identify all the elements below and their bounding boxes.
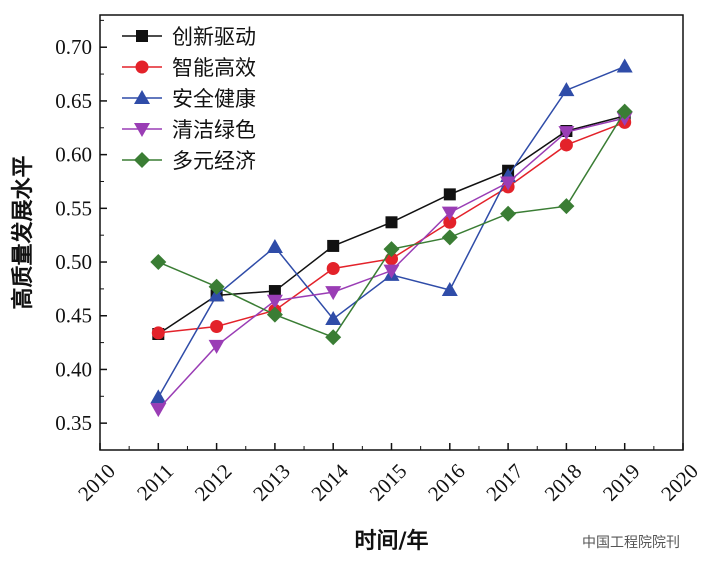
x-tick-label: 2018 <box>540 459 587 506</box>
data-point <box>443 188 456 201</box>
data-point <box>266 294 283 309</box>
x-tick-label: 2015 <box>365 459 412 506</box>
data-point <box>151 326 165 340</box>
data-point <box>210 319 224 333</box>
legend-marker <box>134 152 150 168</box>
legend-marker <box>134 123 150 137</box>
data-point <box>268 285 281 298</box>
data-point <box>150 389 167 404</box>
data-point <box>559 138 573 152</box>
x-tick-label: 2012 <box>190 459 237 506</box>
legend-label: 清洁绿色 <box>172 118 256 142</box>
data-point <box>150 403 167 418</box>
x-tick-label: 2013 <box>248 459 295 506</box>
y-axis-label: 高质量发展水平 <box>10 155 36 309</box>
legend-label: 创新驱动 <box>172 25 256 49</box>
legend-label: 安全健康 <box>172 87 256 111</box>
data-point <box>443 215 457 229</box>
x-tick-label: 2014 <box>306 459 353 506</box>
data-point <box>208 339 225 354</box>
data-point <box>385 216 398 229</box>
data-point <box>558 198 575 215</box>
data-point <box>325 329 342 346</box>
data-point <box>266 306 283 323</box>
series-line-2 <box>157 65 625 398</box>
x-tick-label: 2019 <box>598 459 645 506</box>
legend-marker <box>134 90 150 104</box>
data-point <box>500 176 517 191</box>
data-point <box>558 82 575 97</box>
y-tick-label: 0.70 <box>55 35 92 59</box>
data-point <box>383 264 400 279</box>
x-tick-label: 2020 <box>656 459 702 506</box>
data-point <box>558 126 575 141</box>
legend-label: 多元经济 <box>172 149 256 173</box>
x-tick-label: 2017 <box>481 459 528 506</box>
legend-label: 智能高效 <box>172 56 256 80</box>
data-point <box>325 310 342 325</box>
y-tick-label: 0.55 <box>55 196 92 220</box>
y-tick-label: 0.35 <box>55 411 92 435</box>
data-point <box>208 278 225 295</box>
y-tick-label: 0.50 <box>55 250 92 274</box>
y-tick-label: 0.65 <box>55 89 92 113</box>
data-point <box>383 241 400 258</box>
data-point <box>441 281 458 296</box>
data-point <box>325 286 342 301</box>
plot-frame <box>99 14 684 451</box>
data-point <box>616 103 633 120</box>
data-point <box>326 261 340 275</box>
x-axis-label: 时间/年 <box>354 528 428 554</box>
data-point <box>150 254 167 271</box>
legend-marker <box>135 60 149 74</box>
x-tick-label: 2011 <box>132 459 178 505</box>
data-point <box>266 239 283 253</box>
data-point <box>327 239 340 252</box>
data-point <box>441 229 458 246</box>
data-point <box>616 58 633 73</box>
legend-marker <box>136 30 148 42</box>
data-point <box>500 205 517 222</box>
data-point <box>441 206 458 221</box>
x-tick-label: 2016 <box>423 459 470 506</box>
watermark: 中国工程院院刊 <box>582 535 680 551</box>
y-tick-label: 0.60 <box>55 143 92 167</box>
data-point <box>385 252 398 266</box>
y-tick-label: 0.45 <box>55 304 92 328</box>
x-tick-label: 2010 <box>73 459 120 506</box>
y-tick-label: 0.40 <box>55 357 92 381</box>
